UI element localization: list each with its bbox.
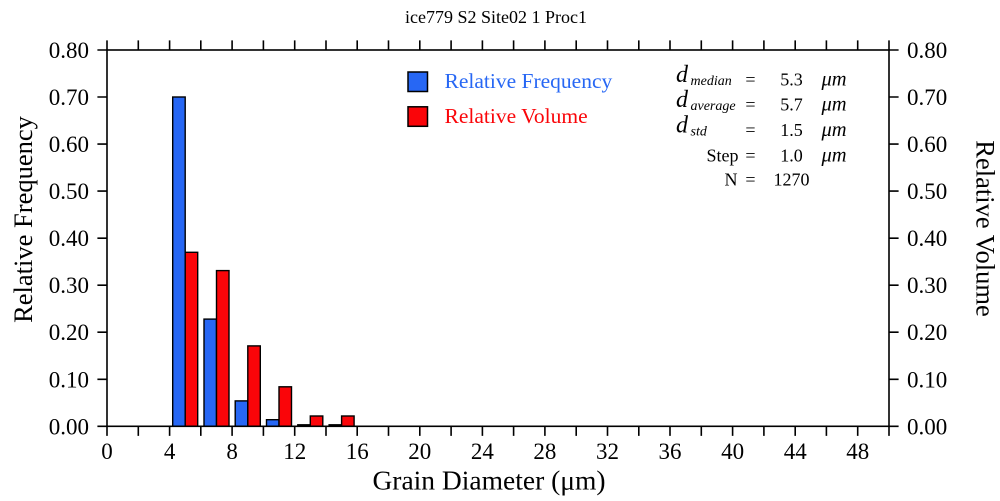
svg-text:0.80: 0.80 [49, 38, 89, 63]
svg-text:=: = [745, 95, 755, 115]
svg-text:0.80: 0.80 [907, 38, 947, 63]
svg-text:Relative Volume: Relative Volume [971, 140, 1000, 316]
svg-text:0.50: 0.50 [49, 179, 89, 204]
svg-text:0.00: 0.00 [49, 414, 89, 439]
svg-text:=: = [745, 120, 755, 140]
svg-text:Relative Frequency: Relative Frequency [8, 115, 38, 323]
svg-text:8: 8 [226, 439, 238, 464]
svg-text:0.30: 0.30 [49, 273, 89, 298]
svg-text:0: 0 [101, 439, 113, 464]
svg-text:0.40: 0.40 [49, 226, 89, 251]
svg-text:0.60: 0.60 [907, 132, 947, 157]
svg-text:average: average [691, 99, 736, 114]
svg-text:48: 48 [846, 439, 869, 464]
svg-text:0.10: 0.10 [49, 367, 89, 392]
svg-text:d: d [676, 62, 689, 88]
svg-text:16: 16 [346, 439, 369, 464]
svg-text:=: = [745, 70, 755, 90]
svg-text:ice779 S2 Site02 1 Proc1: ice779 S2 Site02 1 Proc1 [405, 7, 587, 27]
svg-text:28: 28 [533, 439, 556, 464]
svg-text:32: 32 [596, 439, 619, 464]
svg-text:Relative Volume: Relative Volume [445, 104, 588, 128]
svg-text:5.7: 5.7 [780, 95, 803, 115]
svg-text:12: 12 [283, 439, 306, 464]
svg-text:=: = [745, 146, 755, 166]
svg-text:Relative Frequency: Relative Frequency [445, 69, 613, 93]
svg-text:36: 36 [659, 439, 682, 464]
svg-text:0.40: 0.40 [907, 226, 947, 251]
svg-text:d: d [676, 87, 689, 113]
svg-text:μm: μm [821, 69, 847, 91]
svg-text:0.70: 0.70 [49, 85, 89, 110]
svg-text:0.60: 0.60 [49, 132, 89, 157]
svg-text:1270: 1270 [774, 169, 810, 189]
svg-text:Step: Step [706, 146, 738, 166]
svg-text:N: N [725, 169, 738, 189]
svg-text:d: d [676, 113, 689, 139]
svg-text:0.30: 0.30 [907, 273, 947, 298]
svg-text:0.10: 0.10 [907, 367, 947, 392]
svg-text:20: 20 [408, 439, 431, 464]
svg-text:μm: μm [821, 145, 847, 167]
svg-text:μm: μm [821, 94, 847, 116]
svg-text:Grain Diameter (μm): Grain Diameter (μm) [372, 465, 605, 496]
svg-text:24: 24 [471, 439, 495, 464]
svg-text:40: 40 [721, 439, 744, 464]
svg-text:1.0: 1.0 [780, 146, 803, 166]
svg-text:0.70: 0.70 [907, 85, 947, 110]
svg-text:0.00: 0.00 [907, 414, 947, 439]
svg-text:5.3: 5.3 [780, 70, 803, 90]
svg-text:0.50: 0.50 [907, 179, 947, 204]
svg-text:std: std [691, 125, 708, 140]
svg-text:4: 4 [164, 439, 176, 464]
svg-text:0.20: 0.20 [49, 320, 89, 345]
svg-text:1.5: 1.5 [780, 120, 803, 140]
svg-text:0.20: 0.20 [907, 320, 947, 345]
svg-text:μm: μm [821, 119, 847, 141]
svg-text:=: = [745, 169, 755, 189]
svg-text:median: median [691, 74, 732, 89]
svg-text:44: 44 [784, 439, 808, 464]
